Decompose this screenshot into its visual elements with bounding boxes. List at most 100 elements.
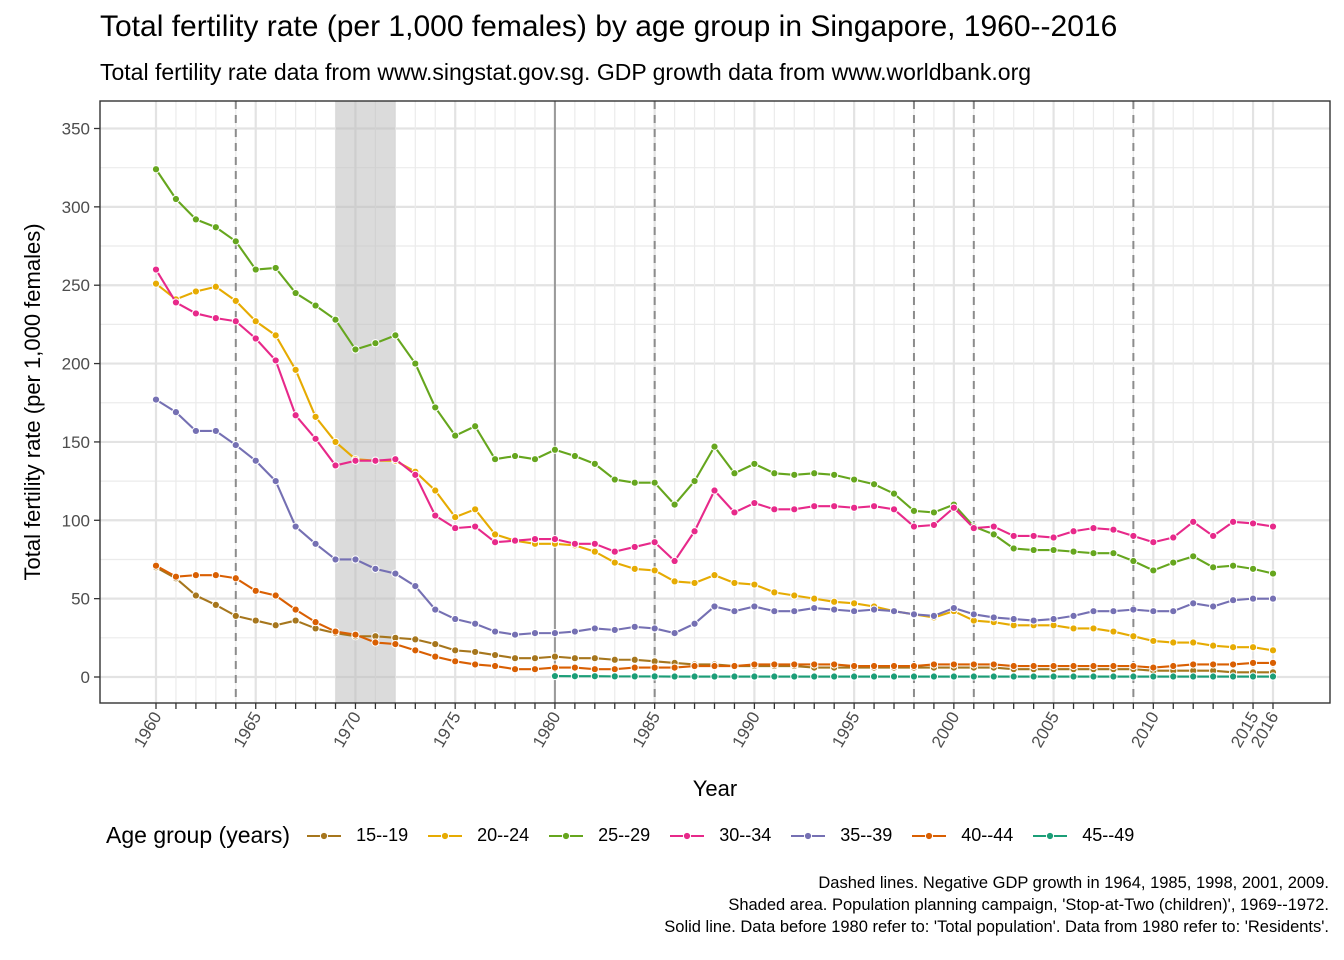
data-point bbox=[770, 588, 779, 597]
data-point bbox=[351, 555, 360, 564]
data-point bbox=[1069, 527, 1078, 536]
data-point bbox=[1049, 661, 1058, 671]
data-point bbox=[271, 331, 280, 340]
legend-key-icon bbox=[791, 831, 826, 840]
data-point bbox=[391, 331, 400, 340]
data-point bbox=[1149, 538, 1158, 547]
data-point bbox=[590, 539, 599, 548]
data-point bbox=[630, 542, 639, 552]
data-point bbox=[889, 672, 899, 681]
data-point bbox=[770, 505, 779, 514]
data-point bbox=[411, 359, 420, 368]
data-point bbox=[1229, 643, 1238, 652]
data-point bbox=[670, 663, 679, 672]
data-point bbox=[989, 522, 998, 531]
data-point bbox=[710, 486, 719, 495]
data-point bbox=[730, 469, 739, 478]
data-point bbox=[1209, 660, 1218, 669]
data-point bbox=[929, 660, 939, 669]
data-point bbox=[1268, 569, 1278, 578]
data-point bbox=[590, 547, 599, 556]
data-point bbox=[211, 314, 220, 323]
data-point bbox=[510, 630, 520, 639]
data-point bbox=[1089, 524, 1098, 533]
data-point bbox=[730, 607, 739, 616]
data-point bbox=[1169, 672, 1178, 681]
data-point bbox=[1089, 661, 1098, 671]
data-point bbox=[670, 672, 679, 681]
data-point bbox=[1169, 533, 1178, 542]
data-point bbox=[391, 569, 400, 578]
data-point bbox=[1049, 672, 1058, 681]
data-point bbox=[909, 661, 919, 671]
legend: Age group (years) 15--19 20--24 25--29 30--… bbox=[106, 822, 1151, 849]
captions: Dashed lines. Negative GDP growth in 196… bbox=[664, 872, 1329, 938]
data-point bbox=[1268, 658, 1278, 667]
data-point bbox=[710, 672, 719, 681]
data-point bbox=[909, 672, 919, 681]
data-point bbox=[590, 459, 599, 468]
data-point bbox=[231, 440, 240, 450]
data-point bbox=[850, 503, 859, 512]
data-point bbox=[1049, 614, 1058, 624]
data-point bbox=[550, 671, 560, 681]
data-point bbox=[1029, 545, 1038, 555]
data-point bbox=[1229, 517, 1238, 526]
data-point bbox=[570, 539, 579, 548]
data-point bbox=[1109, 661, 1118, 671]
data-point bbox=[590, 672, 599, 681]
data-point bbox=[1248, 564, 1258, 573]
data-point bbox=[411, 470, 420, 479]
data-point bbox=[770, 672, 779, 681]
data-point bbox=[690, 619, 699, 628]
data-point bbox=[431, 605, 440, 614]
data-point bbox=[490, 538, 500, 547]
data-point bbox=[1189, 599, 1198, 608]
data-point bbox=[1209, 672, 1218, 681]
data-point bbox=[1009, 544, 1018, 553]
x-tick-label: 2010 bbox=[1127, 709, 1162, 751]
data-point bbox=[510, 536, 520, 545]
data-point bbox=[311, 618, 320, 627]
data-point bbox=[151, 279, 161, 288]
data-point bbox=[810, 594, 819, 603]
data-point bbox=[351, 345, 360, 354]
data-point bbox=[630, 564, 639, 573]
legend-item: 30--34 bbox=[667, 825, 771, 846]
data-point bbox=[949, 672, 958, 681]
legend-key-icon bbox=[1033, 831, 1068, 840]
data-point bbox=[331, 627, 340, 636]
data-point bbox=[191, 287, 200, 296]
data-point bbox=[1189, 660, 1198, 669]
y-tick-label: 100 bbox=[62, 511, 90, 530]
legend-label: 30--34 bbox=[719, 825, 772, 845]
data-point bbox=[610, 672, 619, 681]
data-point bbox=[471, 522, 480, 531]
data-point bbox=[1189, 552, 1198, 561]
data-point bbox=[1229, 672, 1238, 681]
data-point bbox=[251, 456, 260, 465]
data-point bbox=[490, 627, 500, 636]
data-point bbox=[869, 502, 879, 511]
series-group bbox=[151, 165, 1278, 681]
data-point bbox=[331, 315, 340, 324]
data-point bbox=[630, 672, 639, 681]
data-point bbox=[550, 534, 560, 544]
chart-subtitle: Total fertility rate data from www.sings… bbox=[100, 59, 1032, 85]
legend-key-icon bbox=[912, 831, 947, 840]
data-point bbox=[969, 672, 978, 681]
data-point bbox=[1209, 602, 1218, 611]
data-point bbox=[1169, 661, 1178, 671]
data-point bbox=[1189, 638, 1198, 647]
data-point bbox=[311, 434, 320, 443]
data-point bbox=[311, 539, 320, 548]
data-point bbox=[471, 619, 480, 628]
data-point bbox=[191, 215, 200, 224]
data-point bbox=[550, 445, 560, 454]
legend-label: 15--19 bbox=[356, 825, 409, 845]
x-tick-label: 1965 bbox=[230, 709, 265, 751]
data-point bbox=[630, 655, 639, 664]
data-point bbox=[610, 547, 619, 556]
data-point bbox=[770, 469, 779, 478]
data-point bbox=[909, 506, 919, 515]
